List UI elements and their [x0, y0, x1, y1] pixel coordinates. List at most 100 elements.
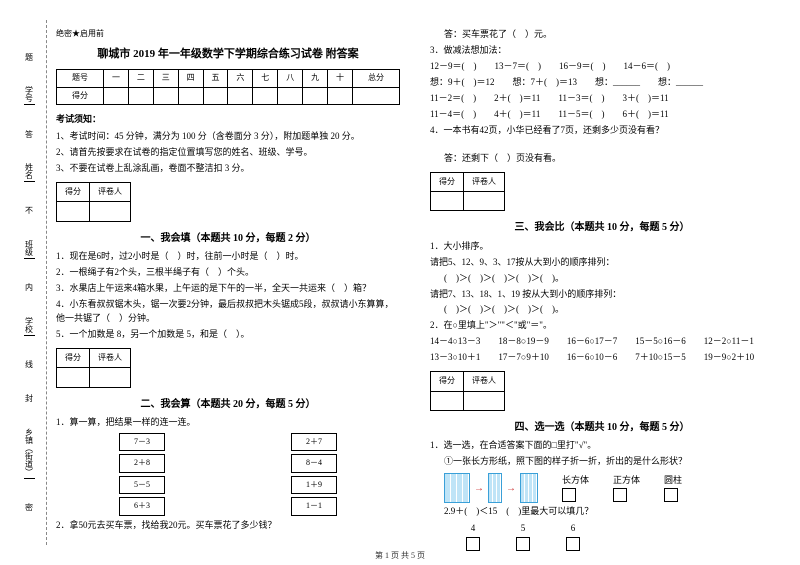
side-char: 封: [25, 393, 33, 404]
score-header-cell: 七: [253, 70, 278, 87]
s3-q1: 1．大小排序。: [430, 240, 774, 254]
match-box: 1－1: [291, 497, 337, 515]
match-box: 1＋9: [291, 476, 337, 494]
checkbox-icon: [664, 488, 678, 502]
s3-q2-line: 14－4○13－3 18－8○19－9 16－6○17－7 15－5○16－6 …: [430, 335, 774, 349]
right-column: 答：买车票花了（ ）元。 3．做减法想加法： 12－9＝( ) 13－7＝( )…: [430, 28, 774, 555]
s1-q3: 3．水果店上午运来4箱水果，上午运的是下午的一半，全天一共运来（ ）箱？: [56, 282, 400, 296]
s3-blank1: ( )＞( )＞( )＞( )＞( )。: [430, 272, 774, 286]
match-row: 6＋3 1－1: [56, 497, 400, 515]
score-header-cell: 题号: [57, 70, 104, 87]
fold-dotted-line: [46, 20, 47, 545]
section-3-title: 三、我会比（本题共 10 分，每题 5 分）: [430, 220, 774, 236]
notice-item: 1、考试时间：45 分钟，满分为 100 分（含卷面分 3 分），附加题单独 2…: [56, 130, 400, 144]
checkbox-icon: [562, 488, 576, 502]
side-label-school: 学校: [24, 317, 35, 336]
grade-box: 得分 评卷人: [56, 348, 131, 388]
notice-list: 1、考试时间：45 分钟，满分为 100 分（含卷面分 3 分），附加题单独 2…: [56, 130, 400, 176]
grade-score-label: 得分: [57, 182, 90, 201]
checkbox-icon: [613, 488, 627, 502]
match-box: 6＋3: [119, 497, 165, 515]
choice-6: 6: [566, 522, 580, 551]
side-char: 答: [25, 129, 33, 140]
section-2-title: 二、我会算（本题共 20 分，每题 5 分）: [56, 397, 400, 413]
match-box: 2＋7: [291, 433, 337, 451]
s4-q2: 2.9＋( )＜15 ( )里最大可以填几？: [430, 505, 774, 519]
page-columns: 绝密★启用前 聊城市 2019 年一年级数学下学期综合练习试卷 附答案 题号 一…: [0, 0, 800, 565]
match-box: 7－3: [119, 433, 165, 451]
grade-box: 得分 评卷人: [430, 371, 505, 411]
arrow-right-icon: →: [474, 481, 484, 497]
side-label-town: 乡镇（街道）: [24, 428, 35, 479]
notice-item: 2、请首先按要求在试卷的指定位置填写您的姓名、班级、学号。: [56, 146, 400, 160]
match-row: 7－3 2＋7: [56, 433, 400, 451]
s3-q2-line: 13－3○10＋1 17－7○9＋10 16－6○10－6 7＋10○15－5 …: [430, 351, 774, 365]
score-header-cell: 八: [278, 70, 303, 87]
s1-q2: 2．一根绳子有2个头，三根半绳子有（ ）个头。: [56, 266, 400, 280]
side-char: 题: [25, 52, 33, 63]
score-header-cell: 一: [104, 70, 129, 87]
s2-q3-line: 想：9＋( )＝12 想：7＋( )＝13 想：______ 想：______: [430, 76, 774, 90]
paper-half-icon: [488, 473, 502, 503]
s1-q1: 1．现在是6时，过2小时是（ ）时，往前一小时是（ ）时。: [56, 250, 400, 264]
s2-q2: 2．拿50元去买车票，找给我20元。买车票花了多少钱？: [56, 519, 400, 533]
score-header-cell: 五: [203, 70, 228, 87]
arrow-right-icon: →: [506, 481, 516, 497]
match-row: 2＋8 8－4: [56, 454, 400, 472]
confidential-label: 绝密★启用前: [56, 28, 400, 40]
page-footer: 第 1 页 共 5 页: [0, 550, 800, 561]
grade-score-label: 得分: [431, 372, 464, 391]
score-header-row: 题号 一 二 三 四 五 六 七 八 九 十 总分: [57, 70, 400, 87]
match-box: 2＋8: [119, 454, 165, 472]
choice-5: 5: [516, 522, 530, 551]
side-char: 不: [25, 205, 33, 216]
s2-q1: 1．算一算，把结果一样的连一连。: [56, 416, 400, 430]
s2-q3: 3．做减法想加法：: [430, 44, 774, 58]
score-header-cell: 四: [178, 70, 203, 87]
section-1-title: 一、我会填（本题共 10 分，每题 2 分）: [56, 231, 400, 247]
s3-q1a: 请把5、12、9、3、17按从大到小的顺序排列：: [430, 256, 774, 270]
fold-diagram: → →: [444, 473, 538, 503]
score-value-row: 得分: [57, 87, 400, 104]
s2-q3-line: 12－9＝( ) 13－7＝( ) 16－9＝( ) 14－6＝( ): [430, 60, 774, 74]
s1-q5: 5．一个加数是 8，另一个加数是 5，和是（ ）。: [56, 328, 400, 342]
match-row: 5－5 1＋9: [56, 476, 400, 494]
side-label-class: 班级: [24, 240, 35, 259]
match-box: 8－4: [291, 454, 337, 472]
choice-cube: 正方体: [613, 474, 640, 502]
choice-4: 4: [466, 522, 480, 551]
s1-q4: 4．小东看叔叔锯木头，锯一次要2分钟，最后叔叔把木头锯成5段，叔叔请小东算算，他…: [56, 298, 400, 326]
grade-score-label: 得分: [431, 172, 464, 191]
s2-ans1: 答：买车票花了（ ）元。: [430, 28, 774, 42]
notice-heading: 考试须知：: [56, 113, 400, 127]
score-header-cell: 六: [228, 70, 253, 87]
s2-q3-line: 11－4＝( ) 4＋( )＝11 11－5＝( ) 6＋( )＝11: [430, 108, 774, 122]
grade-marker-label: 评卷人: [464, 372, 505, 391]
score-header-cell: 十: [328, 70, 353, 87]
exam-title: 聊城市 2019 年一年级数学下学期综合练习试卷 附答案: [56, 46, 400, 63]
side-char: 线: [25, 359, 33, 370]
s3-blank2: ( )＞( )＞( )＞( )＞( )。: [430, 303, 774, 317]
score-header-cell: 总分: [352, 70, 399, 87]
score-header-cell: 九: [303, 70, 328, 87]
score-header-cell: 二: [128, 70, 153, 87]
grade-box: 得分 评卷人: [430, 172, 505, 212]
s3-q1b: 请把7、13、18、1、19 按从大到小的顺序排列：: [430, 288, 774, 302]
s4-q1a: ①一张长方形纸，照下图的样子折一折，折出的是什么形状？: [430, 455, 774, 469]
paper-folded-icon: [520, 473, 538, 503]
score-header-cell: 三: [153, 70, 178, 87]
grade-marker-label: 评卷人: [464, 172, 505, 191]
section-4-title: 四、选一选（本题共 10 分，每题 5 分）: [430, 420, 774, 436]
s2-q3-line: 11－2＝( ) 2＋( )＝11 11－3＝( ) 3＋( )＝11: [430, 92, 774, 106]
choice-cylinder: 圆柱: [664, 474, 682, 502]
binding-side-labels: 题 学号 答 姓名 不 班级 内 学校 线 封 乡镇（街道） 密: [8, 0, 50, 565]
side-char: 内: [25, 282, 33, 293]
s4-q1: 1．选一选，在合适答案下面的□里打"√"。: [430, 439, 774, 453]
notice-item: 3、不要在试卷上乱涂乱画，卷面不整洁扣 3 分。: [56, 162, 400, 176]
s2-q4: 4．一本书有42页，小华已经看了7页，还剩多少页没有看？: [430, 124, 774, 138]
grade-marker-label: 评卷人: [90, 182, 131, 201]
match-box: 5－5: [119, 476, 165, 494]
side-label-name: 姓名: [24, 163, 35, 182]
choice-cuboid: 长方体: [562, 474, 589, 502]
grade-score-label: 得分: [57, 348, 90, 367]
